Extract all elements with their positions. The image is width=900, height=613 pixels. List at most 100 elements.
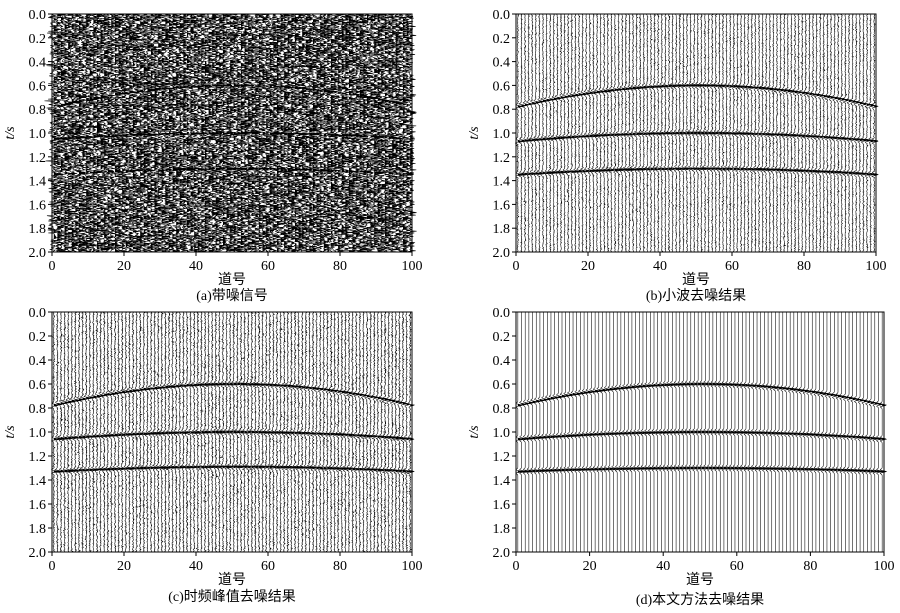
trace [820,312,829,552]
trace-fill [787,14,792,252]
trace [850,312,858,552]
trace-fill [733,14,739,252]
trace-fill [687,312,692,552]
trace [817,312,825,552]
trace-fill [57,312,62,552]
trace [74,13,91,253]
trace [566,312,575,552]
y-tick-label: 1.4 [29,175,47,190]
trace [759,13,768,253]
trace-fill [61,312,66,552]
trace-fill [712,14,717,252]
trace-fill [694,14,699,252]
y-tick-label: 0.6 [493,378,511,393]
trace-fill [230,312,235,552]
trace [590,13,599,253]
y-tick-label: 1.6 [493,198,511,213]
panel-a: 0.0 0.2 0.4 0.6 0.8 1.0 1.2 1.4 1.6 1.8 2.00 20 40 60… [3,8,423,304]
y-tick-label: 1.2 [493,450,511,465]
trace-fill [86,312,91,552]
trace [615,13,623,253]
trace-fill [89,14,99,252]
trace [533,312,542,552]
trace [865,312,873,552]
trace-fill [820,14,825,252]
trace-fill [593,14,598,252]
trace [813,312,821,552]
trace [371,311,379,553]
trace [390,13,408,253]
trace-fill [269,312,274,552]
trace-fill [746,312,751,552]
trace [603,312,612,552]
trace [57,311,67,553]
trace-fill [215,312,221,552]
trace-fill [190,14,199,252]
trace [574,312,582,552]
trace-fill [104,312,110,552]
x-tick-label: 60 [261,259,275,274]
trace-fill [244,14,253,252]
trace-fill [642,312,648,552]
trace [600,312,608,552]
trace [563,312,571,552]
y-tick-label: 1.0 [29,127,47,142]
trace-fill [309,14,318,252]
trace-fill [395,14,404,252]
trace-fill [248,312,253,552]
trace-fill [327,14,339,252]
y-tick-label: 0.2 [493,32,511,47]
trace-fill [712,312,718,552]
y-tick-label: 1.6 [29,198,47,213]
trace [250,13,268,253]
trace-fill [374,312,378,552]
trace-fill [734,312,740,552]
trace-fill [129,14,138,252]
trace-fill [262,312,267,552]
trace-fill [212,312,218,552]
trace-fill [61,14,69,252]
trace-fill [205,14,214,252]
trace-fill [82,14,91,252]
trace-fill [517,14,522,252]
trace-fill [668,312,673,552]
trace-fill [657,312,662,552]
trace-fill [201,312,206,552]
trace-fill [701,14,706,252]
trace-fill [359,14,370,252]
trace-fill [233,312,239,552]
trace-fill [757,312,762,552]
x-tick-label: 0 [49,259,56,274]
trace-fill [410,14,417,252]
trace-fill [374,14,384,252]
y-tick-label: 0.2 [29,32,47,47]
trace-fill [701,312,707,552]
trace [389,311,398,553]
trace-fill [661,312,666,552]
trace-fill [284,312,289,552]
trace-fill [64,14,74,252]
trace [526,312,534,552]
trace-fill [262,14,271,252]
trace-fill [172,312,178,552]
trace-fill [639,312,644,552]
trace-fill [165,312,170,552]
y-tick-label: 1.4 [493,175,511,190]
trace [611,312,619,552]
trace [589,312,597,552]
trace-fill [403,14,411,252]
trace-fill [111,312,116,552]
trace [870,13,879,252]
trace [612,13,621,253]
trace-fill [363,14,372,252]
panel-caption: (a)带噪信号 [196,288,268,304]
y-tick-label: 0.6 [29,79,47,94]
trace-fill [672,312,677,552]
trace-fill [363,312,368,552]
trace-fill [690,312,696,552]
panel-caption: (d)本文方法去噪结果 [636,592,764,608]
x-tick-label: 60 [725,259,739,274]
trace-fill [169,14,177,252]
x-tick-label: 80 [797,259,811,274]
